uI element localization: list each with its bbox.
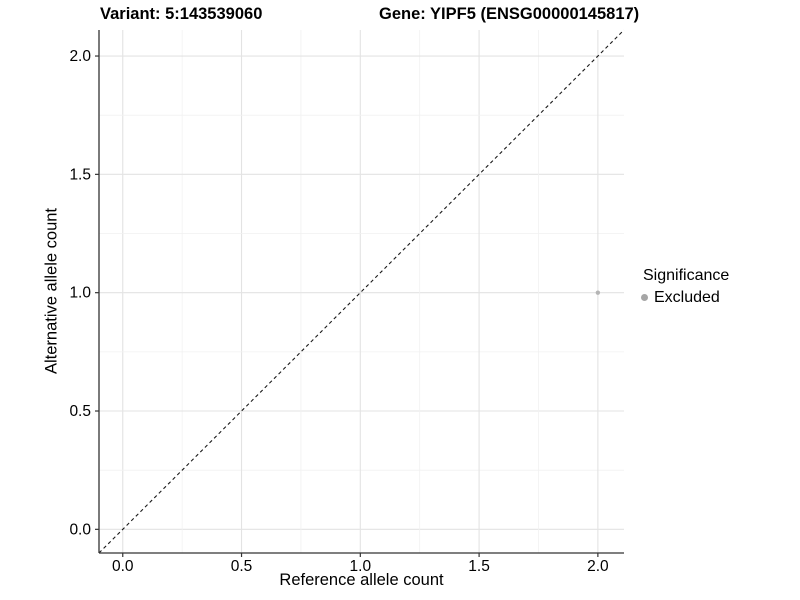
data-point — [595, 290, 601, 295]
identity-line — [98, 29, 625, 554]
x-tick-label: 0.0 — [112, 558, 134, 575]
y-tick-label: 1.5 — [69, 166, 91, 183]
x-tick-label: 0.5 — [231, 558, 253, 575]
legend-point-icon — [641, 294, 648, 302]
legend-title: Significance — [643, 267, 730, 284]
variant-title: Variant: 5:143539060 — [100, 5, 263, 23]
x-tick-label: 1.0 — [350, 558, 372, 575]
gene-title: Gene: YIPF5 (ENSG00000145817) — [379, 5, 640, 23]
y-tick-label: 0.5 — [69, 403, 91, 420]
y-tick-label: 0.0 — [69, 521, 91, 538]
x-axis-title: Reference allele count — [279, 571, 444, 589]
legend-entry-label: Excluded — [654, 289, 720, 307]
x-tick-label: 2.0 — [587, 558, 609, 575]
legend-entry: Excluded — [641, 288, 729, 307]
legend: Significance Excluded — [641, 266, 729, 307]
y-tick-label: 1.0 — [69, 285, 91, 302]
y-tick-label: 2.0 — [69, 48, 91, 65]
x-tick-label: 1.5 — [468, 558, 490, 575]
y-axis-title: Alternative allele count — [42, 207, 61, 375]
